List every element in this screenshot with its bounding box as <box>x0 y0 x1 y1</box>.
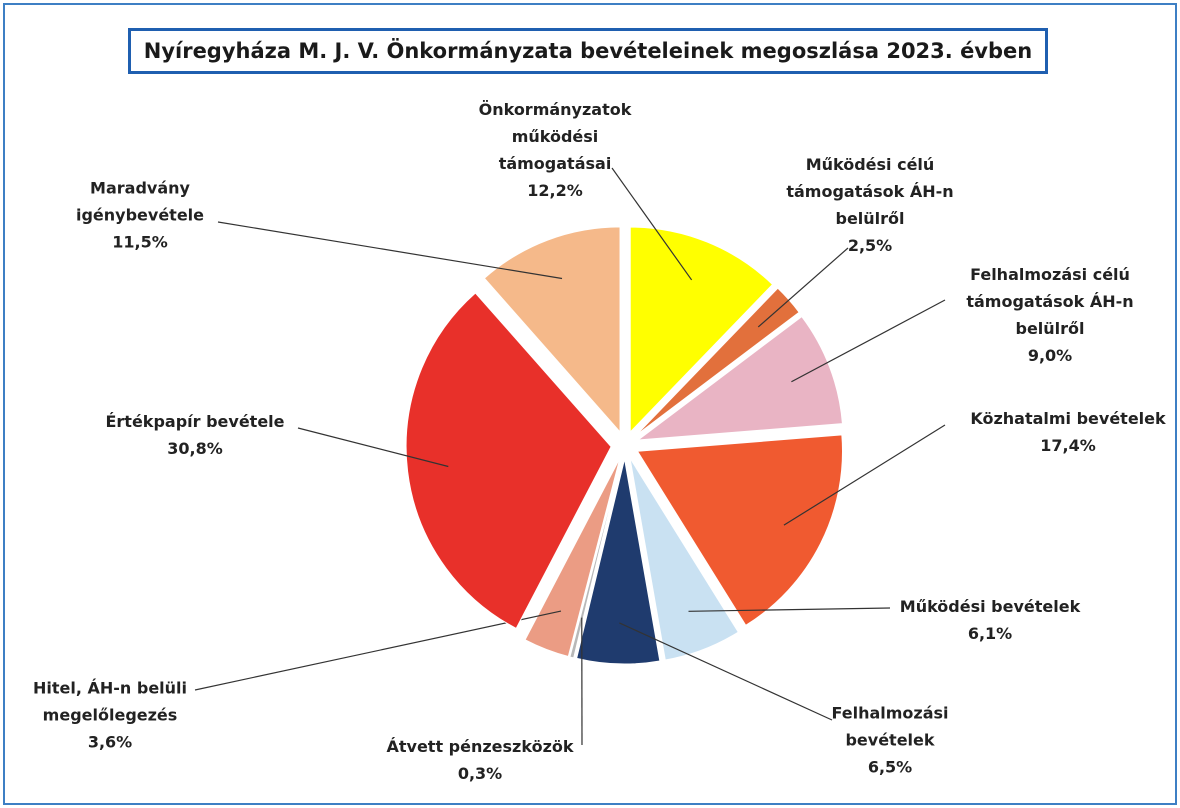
category-label: Átvett pénzeszközök <box>386 737 574 756</box>
leader-line <box>217 221 563 280</box>
category-label: Működési célú támogatások ÁH-n belülről <box>786 155 954 228</box>
category-label: Működési bevételek <box>899 597 1081 616</box>
leader-line <box>783 424 946 526</box>
category-label: Felhalmozási bevételek <box>831 703 949 750</box>
leader-line <box>757 247 849 328</box>
value-label: 6,5% <box>867 757 913 777</box>
category-label: Hitel, ÁH-n belüli megelőlegezés <box>32 678 188 725</box>
leader-line <box>619 622 833 721</box>
slice-label: Átvett pénzeszközök 0,3% <box>370 733 590 787</box>
pie-slice <box>405 292 612 630</box>
pie-slice <box>636 434 843 627</box>
pie-slice <box>483 226 621 434</box>
value-label: 9,0% <box>1027 346 1073 365</box>
slice-label: Felhalmozási célú támogatások ÁH-n belül… <box>950 261 1150 369</box>
value-label: 3,6% <box>87 732 133 752</box>
pie-slice <box>629 457 739 661</box>
slice-label: Hitel, ÁH-n belüli megelőlegezés 3,6% <box>10 675 210 756</box>
leader-line <box>688 607 891 612</box>
category-label: Felhalmozási célú támogatások ÁH-n belül… <box>966 265 1134 338</box>
category-label: Értékpapír bevétele <box>105 412 285 431</box>
value-label: 6,1% <box>967 624 1013 643</box>
slice-label: Értékpapír bevétele 30,8% <box>80 408 310 462</box>
leader-line <box>194 610 562 691</box>
value-label: 12,2% <box>527 181 583 200</box>
frame <box>3 3 1177 805</box>
pie-slice <box>576 458 661 665</box>
value-label: 30,8% <box>167 439 223 458</box>
slice-label: Működési bevételek 6,1% <box>890 593 1090 647</box>
category-label: Közhatalmi bevételek <box>970 409 1166 428</box>
value-label: 17,4% <box>1040 436 1096 455</box>
category-label: Maradvány igénybevétele <box>75 178 205 225</box>
slice-label: Felhalmozási bevételek 6,5% <box>810 700 970 781</box>
slice-label: Működési célú támogatások ÁH-n belülről 2… <box>775 151 965 259</box>
chart-title: Nyíregyháza M. J. V. Önkormányzata bevét… <box>128 28 1048 74</box>
pie-slice <box>524 457 621 658</box>
pie-slice <box>569 458 623 659</box>
pie-slice <box>636 315 843 441</box>
leader-line <box>791 299 946 383</box>
category-label: Önkormányzatok működési támogatásai <box>478 100 632 173</box>
value-label: 0,3% <box>457 764 503 783</box>
slice-label: Közhatalmi bevételek 17,4% <box>953 405 1180 459</box>
pie-slice <box>629 226 774 434</box>
value-label: 11,5% <box>112 232 168 252</box>
leader-line <box>297 427 449 468</box>
value-label: 2,5% <box>847 236 893 255</box>
slice-label: Önkormányzatok működési támogatásai 12,2% <box>460 96 650 204</box>
slice-label: Maradvány igénybevétele 11,5% <box>40 175 240 256</box>
leader-line <box>611 167 693 281</box>
